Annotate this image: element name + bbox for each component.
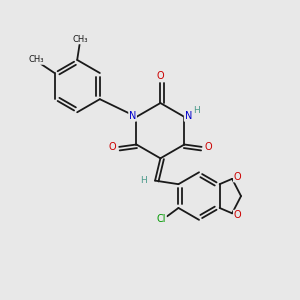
Text: O: O xyxy=(157,71,164,81)
Text: O: O xyxy=(234,172,241,182)
Text: CH₃: CH₃ xyxy=(28,55,44,64)
Text: H: H xyxy=(193,106,200,115)
Text: Cl: Cl xyxy=(157,214,166,224)
Text: O: O xyxy=(234,210,241,220)
Text: H: H xyxy=(140,176,147,184)
Text: O: O xyxy=(109,142,116,152)
Text: CH₃: CH₃ xyxy=(72,34,88,43)
Text: N: N xyxy=(129,111,136,121)
Text: O: O xyxy=(204,142,212,152)
Text: N: N xyxy=(184,111,192,121)
